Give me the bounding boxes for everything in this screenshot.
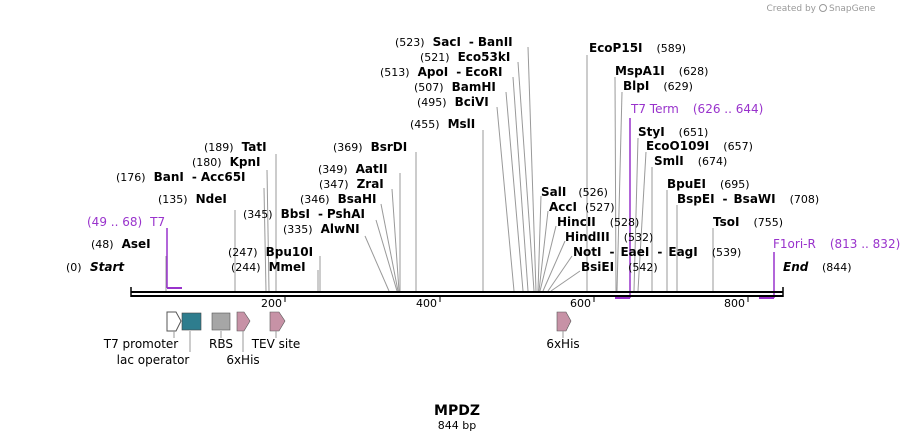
feature-label-tev-site: TEV site [251,337,301,351]
feature-lac-operator-box [181,312,202,331]
site-label-bamhi: (507) BamHI [414,80,496,94]
site-label-tsoi: TsoI (755) [713,215,783,229]
site-labels-right: EcoP15I (589) MspA1I (628) BlpI (629) StyI(… [589,41,819,229]
feature-6xhis-arrow [236,311,251,332]
site-label-bpu10i: (247) Bpu10I [228,245,313,259]
site-label-saci-banii: (523) SacI - BanII [395,35,513,49]
site-label-noti-eaei-eagi: NotI - EaeI - EagI (539) [573,245,741,259]
site-label-bsrdi: (369) BsrDI [333,140,407,154]
site-label-apoi-ecori: (513) ApoI - EcoRI [380,65,502,79]
credit-brand: SnapGene [829,4,876,14]
feature-label-6xhis: 6xHis [226,353,259,367]
site-labels-middle: SalI (526) AccI (527) HincII (528) HindIII(… [541,185,741,274]
feature-label-rbs: RBS [209,337,233,351]
site-labels-left: (48) AseI (135) NdeI (176) BanI - Acc65I (180… [91,35,513,274]
site-label-kpni: (180) KpnI [192,155,261,169]
sequence-start: (0) Start [66,260,125,274]
sequence-length: 844 bp [438,419,476,432]
site-label-alwni: (335) AlwNI [283,222,360,236]
site-label-msli: (455) MslI [410,117,475,131]
primer-label-t7: (49 .. 68) T7 [87,215,165,229]
site-label-styi: StyI (651) [638,125,708,139]
feature-tev-site-arrow [269,311,286,332]
site-label-bcivi: (495) BciVI [417,95,489,109]
site-label-sali: SalI (526) [541,185,608,199]
feature-t7-promoter-arrow [166,311,182,332]
site-label-ndei: (135) NdeI [158,192,227,206]
feature-label-6xhis-2: 6xHis [546,337,579,351]
sequence-name: MPDZ [434,403,480,419]
site-label-hindiii: HindIII (532) [565,230,653,244]
tick-label: 400 [416,297,437,310]
site-label-ecop15i: EcoP15I (589) [589,41,686,55]
site-label-mspa1i: MspA1I (628) [615,64,708,78]
snapgene-logo-icon [819,4,827,12]
sequence-backbone [130,287,784,297]
site-label-smli: SmlI (674) [654,154,727,168]
site-label-hincii: HincII (528) [557,215,639,229]
primer-markers [166,118,775,299]
credit-prefix: Created by [766,4,816,14]
ruler: 200 400 600 800 [261,297,749,310]
site-label-mmei: (244) MmeI [231,260,306,274]
site-label-acci: AccI (527) [549,200,615,214]
site-label-bpuei: BpuEI (695) [667,177,750,191]
tick-label: 600 [570,297,591,310]
site-label-bsahi: (346) BsaHI [300,192,377,206]
tick-label: 200 [261,297,282,310]
snapgene-credit: Created by SnapGene [766,4,876,14]
site-label-ecoo109i: EcoO109I (657) [646,139,753,153]
tick-label: 800 [724,297,745,310]
sequence-end: End (844) [783,260,852,274]
start-label: Start [90,260,125,274]
features: T7 promoter lac operator RBS 6xHis TEV s… [103,311,580,367]
start-pos: (0) [66,261,82,274]
end-label: End [783,260,809,274]
feature-label-t7-promoter: T7 promoter [103,337,179,351]
primer-label-f1ori: F1ori-R (813 .. 832) [773,237,900,251]
end-pos: (844) [822,261,852,274]
primer-label-t7term: T7 Term (626 .. 644) [630,102,763,116]
site-label-bsiei: BsiEI (542) [581,260,658,274]
site-label-tati: (189) TatI [204,140,267,154]
site-label-bbsi-pshai: (345) BbsI - PshAI [243,207,365,221]
site-label-zrai: (347) ZraI [319,177,384,191]
site-leader-lines [165,46,714,292]
site-label-asei: (48) AseI [91,237,151,251]
feature-rbs-box [211,312,231,331]
site-label-eco53ki: (521) Eco53kI [420,50,510,64]
feature-label-lac-operator: lac operator [117,353,190,367]
site-label-bspei-bsawi: BspEI - BsaWI (708) [677,192,819,206]
site-label-aatii: (349) AatII [318,162,388,176]
map-title: MPDZ 844 bp [434,403,480,432]
primer-labels: (49 .. 68) T7 T7 Term (626 .. 644) F1ori-R… [87,102,900,251]
site-label-bani-acc65i: (176) BanI - Acc65I [116,170,246,184]
site-label-blpi: BlpI (629) [623,79,693,93]
feature-6xhis-arrow-2 [556,311,572,332]
